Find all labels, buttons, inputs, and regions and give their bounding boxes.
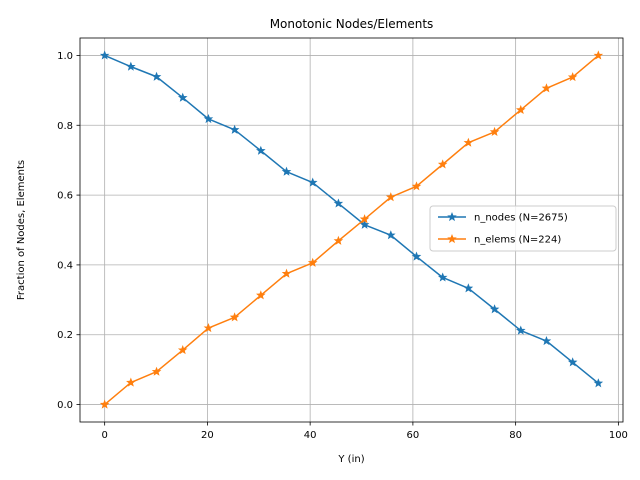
data-point-marker [359, 214, 370, 224]
data-point-marker [593, 378, 604, 388]
series-line [104, 54, 599, 384]
series-group [99, 50, 604, 409]
data-point-marker [437, 159, 448, 169]
y-tick-label: 1.0 [57, 51, 73, 62]
data-point-marker [515, 104, 526, 114]
plot-area-frame [79, 37, 624, 423]
data-point-marker [307, 177, 318, 187]
data-point-marker [567, 72, 578, 82]
data-point-marker [203, 113, 214, 124]
data-point-marker [256, 145, 266, 155]
series-group [99, 50, 604, 388]
data-point-marker [463, 137, 474, 147]
grid [80, 38, 623, 422]
data-point-marker [515, 325, 526, 335]
data-point-marker [281, 268, 292, 278]
data-point-marker [99, 399, 110, 409]
data-point-marker [307, 257, 318, 267]
x-axis-label: Y (in) [337, 454, 364, 465]
legend-entry-label: n_nodes (N=2675) [474, 213, 568, 224]
y-tick-label: 0.8 [57, 121, 73, 132]
data-point-marker [333, 235, 344, 245]
x-tick-label: 20 [201, 430, 214, 441]
data-point-marker [541, 83, 552, 93]
legend-star-marker [447, 233, 457, 244]
x-tick-label: 0 [101, 430, 107, 441]
y-tick-label: 0.2 [57, 330, 73, 341]
data-point-marker [177, 345, 188, 355]
data-point-marker [489, 304, 500, 314]
data-point-marker [333, 198, 344, 208]
y-tick-label: 0.6 [57, 191, 73, 202]
data-point-marker [99, 50, 110, 60]
data-point-marker [151, 71, 162, 81]
legend: n_nodes (N=2675) n_elems (N=224) [429, 205, 617, 252]
data-point-marker [463, 283, 474, 293]
y-tick-label: 0.0 [57, 400, 73, 411]
legend-frame [429, 205, 617, 252]
series-layer [99, 50, 604, 409]
axis-ticks: 0 20 40 60 80 100 0.0 0.2 0.4 0.6 0.8 1.0 [57, 51, 628, 441]
legend-entry-label: n_elems (N=224) [474, 235, 561, 246]
data-point-marker [203, 323, 214, 333]
series-line [104, 54, 599, 406]
data-point-marker [359, 219, 370, 229]
data-point-marker [126, 61, 136, 71]
x-tick-label: 60 [407, 430, 420, 441]
x-tick-label: 100 [609, 430, 628, 441]
data-point-marker [281, 166, 292, 176]
data-point-marker [437, 272, 448, 282]
data-point-marker [541, 335, 552, 346]
x-tick-label: 80 [509, 430, 522, 441]
data-point-marker [229, 124, 240, 134]
data-point-marker [151, 366, 162, 376]
x-tick-label: 40 [304, 430, 317, 441]
data-point-marker [411, 181, 422, 191]
data-point-marker [126, 377, 136, 387]
data-point-marker [256, 290, 266, 300]
data-point-marker [177, 92, 188, 102]
y-axis-label: Fraction of Nodes, Elements [16, 160, 27, 300]
data-point-marker [567, 357, 578, 367]
legend-star-marker [447, 211, 457, 222]
chart-title: Monotonic Nodes/Elements [270, 17, 434, 31]
data-point-marker [386, 192, 396, 202]
data-point-marker [229, 312, 240, 322]
y-tick-label: 0.4 [57, 260, 73, 271]
data-point-marker [489, 126, 500, 136]
data-point-marker [386, 230, 396, 240]
data-point-marker [411, 251, 422, 261]
data-point-marker [593, 50, 604, 60]
